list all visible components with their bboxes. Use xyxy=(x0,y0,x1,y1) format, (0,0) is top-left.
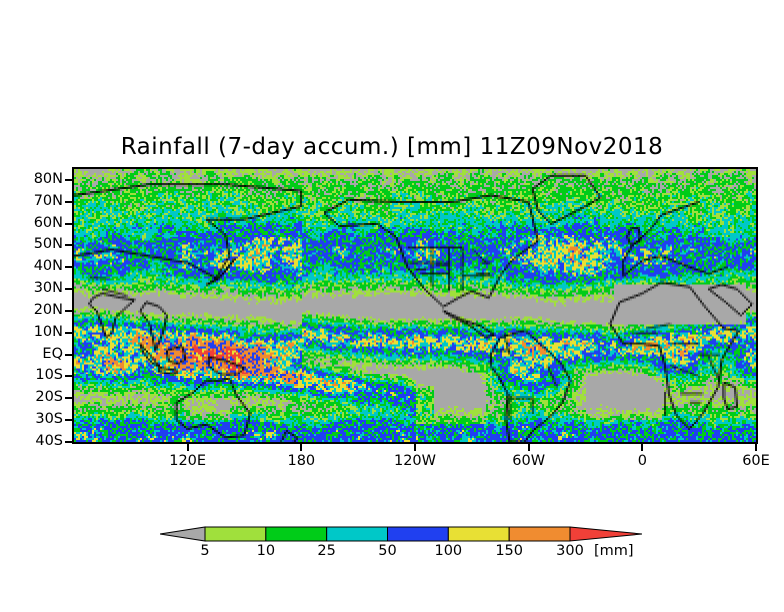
x-axis-label: 0 xyxy=(637,453,647,469)
colorbar-tick-label: 150 xyxy=(495,543,523,559)
y-axis-label: 20N xyxy=(33,301,63,318)
x-axis-tick xyxy=(186,444,189,451)
x-axis-label: 60E xyxy=(742,453,770,469)
y-axis-tick xyxy=(65,419,72,422)
y-axis-tick xyxy=(65,353,72,356)
map-plot-area xyxy=(72,167,758,444)
colorbar-under-arrow xyxy=(160,526,206,542)
y-axis-label: 70N xyxy=(33,192,63,209)
y-axis-tick xyxy=(65,375,72,378)
x-axis-tick xyxy=(755,444,757,451)
colorbar-swatch xyxy=(447,526,510,542)
y-axis-label: 10S xyxy=(35,367,63,384)
colorbar-tick-label: 5 xyxy=(200,543,210,559)
y-axis-label: 20S xyxy=(35,389,63,406)
colorbar-tick-label: 300 xyxy=(556,543,584,559)
x-axis-label: 60W xyxy=(512,453,546,469)
y-axis-label: 30S xyxy=(35,411,63,428)
y-axis-tick xyxy=(65,309,72,312)
y-axis-label: 40N xyxy=(33,258,63,275)
colorbar-swatches xyxy=(160,526,642,542)
y-axis-label: 50N xyxy=(33,236,63,253)
colorbar xyxy=(160,524,642,548)
y-axis-tick xyxy=(65,397,72,400)
x-axis-label: 180 xyxy=(287,453,316,469)
colorbar-swatch xyxy=(387,526,449,542)
colorbar-over-arrow xyxy=(569,526,642,542)
colorbar-swatch xyxy=(265,526,328,542)
y-axis-tick xyxy=(65,441,72,443)
colorbar-swatch xyxy=(204,526,267,542)
page-title: Rainfall (7-day accum.) [mm] 11Z09Nov201… xyxy=(120,134,664,160)
x-axis-label: 120W xyxy=(393,453,436,469)
y-axis-label: 30N xyxy=(33,280,63,297)
colorbar-tick-label: 50 xyxy=(378,543,397,559)
colorbar-tick-label: 25 xyxy=(317,543,336,559)
x-axis-tick xyxy=(300,444,303,451)
y-axis-label: EQ xyxy=(42,345,63,362)
rainfall-heatmap xyxy=(74,169,756,442)
y-axis-label: 40S xyxy=(35,433,63,449)
y-axis-label: 60N xyxy=(33,214,63,231)
x-axis-label: 120E xyxy=(169,453,207,469)
colorbar-tick-label: 100 xyxy=(434,543,463,559)
colorbar-units-label: [mm] xyxy=(594,543,634,559)
colorbar-swatch xyxy=(326,526,389,542)
y-axis-tick xyxy=(65,200,72,203)
y-axis-tick xyxy=(65,288,72,291)
y-axis-tick xyxy=(65,244,72,247)
y-axis-tick xyxy=(65,222,72,225)
y-axis-tick xyxy=(65,331,72,334)
x-axis-tick xyxy=(527,444,530,451)
y-axis-label: 10N xyxy=(33,323,63,340)
x-axis-tick xyxy=(414,444,416,451)
colorbar-swatch xyxy=(508,526,571,542)
y-axis-tick xyxy=(65,266,72,269)
x-axis-tick xyxy=(641,444,644,451)
y-axis-tick xyxy=(65,178,72,181)
colorbar-tick-label: 10 xyxy=(256,543,276,559)
y-axis-label: 80N xyxy=(33,170,63,187)
